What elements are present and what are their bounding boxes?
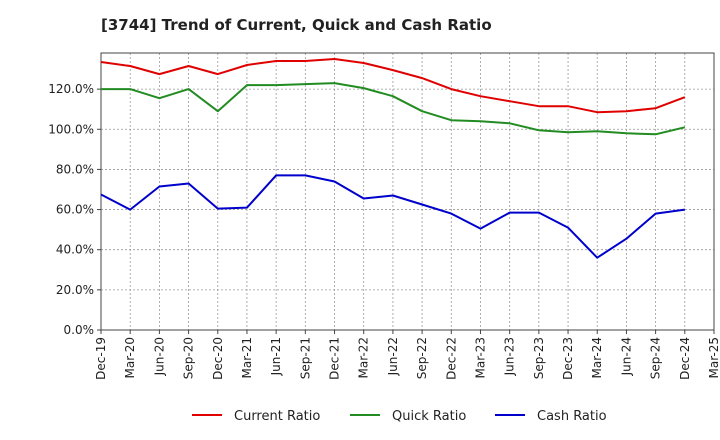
quick-ratio-line — [101, 82, 686, 136]
x-tick-label: Jun-22 — [386, 337, 400, 376]
series-lines — [100, 58, 686, 259]
x-tick-label: Dec-22 — [444, 337, 458, 380]
grid — [101, 53, 714, 330]
y-axis: 0.0% 20.0% 40.0% 60.0% 80.0% 100.0% 120.0% — [48, 82, 101, 337]
y-tick-label: 120.0% — [48, 82, 94, 96]
x-tick-label: Jun-24 — [619, 337, 633, 376]
x-tick-label: Mar-22 — [357, 337, 371, 378]
plot-area-border — [100, 52, 715, 331]
x-axis: Dec-19 Mar-20 Jun-20 Sep-20 Dec-20 Mar-21 Jun-… — [94, 330, 720, 380]
x-tick-label: Jun-23 — [503, 337, 517, 376]
legend-item-current-ratio: Current Ratio — [192, 409, 320, 424]
x-tick-label: Sep-21 — [298, 337, 312, 379]
y-tick-label: 60.0% — [56, 203, 94, 217]
x-tick-label: Sep-22 — [415, 337, 429, 379]
x-tick-label: Mar-24 — [590, 337, 604, 378]
y-tick-label: 20.0% — [56, 283, 94, 297]
y-tick-label: 100.0% — [48, 122, 94, 136]
cash-ratio-line — [100, 174, 685, 259]
x-tick-label: Mar-23 — [473, 337, 487, 378]
x-tick-label: Dec-20 — [211, 337, 225, 380]
current-ratio-line — [100, 58, 686, 114]
x-tick-label: Mar-25 — [707, 337, 720, 378]
y-tick-label: 80.0% — [56, 162, 94, 176]
legend-label: Quick Ratio — [392, 409, 466, 424]
y-tick-label: 0.0% — [64, 323, 95, 337]
x-tick-label: Mar-21 — [240, 337, 254, 378]
x-tick-label: Dec-19 — [94, 337, 108, 380]
legend-label: Cash Ratio — [537, 409, 607, 424]
legend-item-cash-ratio: Cash Ratio — [495, 409, 607, 424]
x-tick-label: Dec-23 — [561, 337, 575, 380]
chart-title: [3744] Trend of Current, Quick and Cash … — [101, 16, 492, 34]
x-tick-label: Sep-24 — [649, 337, 663, 379]
x-tick-label: Sep-20 — [182, 337, 196, 379]
x-tick-label: Jun-20 — [152, 337, 166, 376]
x-tick-label: Mar-20 — [123, 337, 137, 378]
legend: Current Ratio Quick Ratio Cash Ratio — [192, 409, 607, 424]
x-tick-label: Sep-23 — [532, 337, 546, 379]
x-tick-label: Dec-24 — [678, 337, 692, 380]
legend-item-quick-ratio: Quick Ratio — [350, 409, 466, 424]
x-tick-label: Jun-21 — [269, 337, 283, 376]
legend-label: Current Ratio — [234, 409, 320, 424]
y-tick-label: 40.0% — [56, 243, 94, 257]
x-tick-label: Dec-21 — [328, 337, 342, 380]
